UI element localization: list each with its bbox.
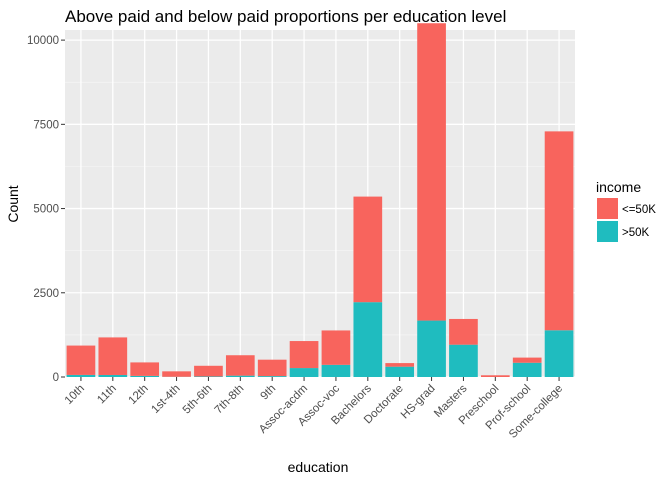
- x-tick-label: 1st-4th: [149, 383, 182, 416]
- x-tick-label: 9th: [259, 383, 279, 403]
- legend-label-below-50k: <=50K: [622, 204, 656, 216]
- y-tick-label: 10000: [27, 35, 59, 47]
- x-tick-label: 11th: [95, 383, 119, 407]
- x-axis-label: education: [288, 459, 349, 475]
- bar-above-50k-Some-college: [545, 330, 574, 377]
- bar-below-50k-Assoc-voc: [322, 330, 351, 364]
- bar-below-50k-Preschool: [481, 375, 510, 377]
- x-tick-label: 12th: [126, 383, 150, 407]
- y-tick-label: 7500: [33, 119, 59, 131]
- bar-below-50k-Bachelors: [353, 197, 382, 303]
- bar-below-50k-5th-6th: [194, 366, 223, 377]
- legend-label-above-50k: >50K: [622, 227, 650, 239]
- bar-below-50k-Doctorate: [385, 363, 414, 367]
- bar-below-50k-9th: [258, 360, 287, 376]
- legend-swatch-below-50k: [597, 198, 618, 219]
- bar-above-50k-5th-6th: [194, 376, 223, 377]
- bar-above-50k-11th: [98, 375, 127, 377]
- bar-above-50k-7th-8th: [226, 376, 255, 377]
- bar-below-50k-HS-grad: [417, 23, 446, 320]
- bar-below-50k-10th: [67, 346, 96, 375]
- y-tick-label: 2500: [33, 288, 59, 300]
- x-tick-label: 10th: [63, 383, 87, 407]
- bar-above-50k-Assoc-voc: [322, 365, 351, 377]
- bar-above-50k-Masters: [449, 345, 478, 377]
- bar-above-50k-Prof-school: [513, 363, 542, 377]
- y-tick-label: 0: [53, 372, 59, 384]
- bar-below-50k-12th: [130, 362, 159, 375]
- x-tick-label: 5th-6th: [181, 383, 215, 417]
- bar-above-50k-Doctorate: [385, 367, 414, 377]
- bar-below-50k-1st-4th: [162, 371, 191, 376]
- chart-title: Above paid and below paid proportions pe…: [65, 7, 506, 26]
- bar-above-50k-12th: [130, 376, 159, 377]
- x-tick-label: HS-grad: [399, 383, 438, 422]
- y-axis: 0 2500 5000 7500 10000: [27, 35, 65, 384]
- bar-below-50k-Assoc-acdm: [290, 341, 319, 368]
- bar-below-50k-11th: [98, 337, 127, 375]
- legend-title: income: [596, 179, 641, 195]
- x-tick-label: 7th-8th: [213, 383, 247, 417]
- bar-above-50k-Bachelors: [353, 302, 382, 377]
- bar-below-50k-Masters: [449, 319, 478, 345]
- bar-above-50k-Assoc-acdm: [290, 368, 319, 377]
- legend: income <=50K >50K: [596, 179, 656, 242]
- bar-above-50k-9th: [258, 376, 287, 377]
- bar-below-50k-7th-8th: [226, 355, 255, 375]
- bar-above-50k-HS-grad: [417, 321, 446, 377]
- bar-below-50k-Some-college: [545, 131, 574, 330]
- y-axis-label: Count: [5, 185, 21, 222]
- y-tick-label: 5000: [33, 204, 59, 216]
- bar-below-50k-Prof-school: [513, 358, 542, 363]
- bar-above-50k-10th: [67, 375, 96, 377]
- legend-swatch-above-50k: [597, 221, 618, 242]
